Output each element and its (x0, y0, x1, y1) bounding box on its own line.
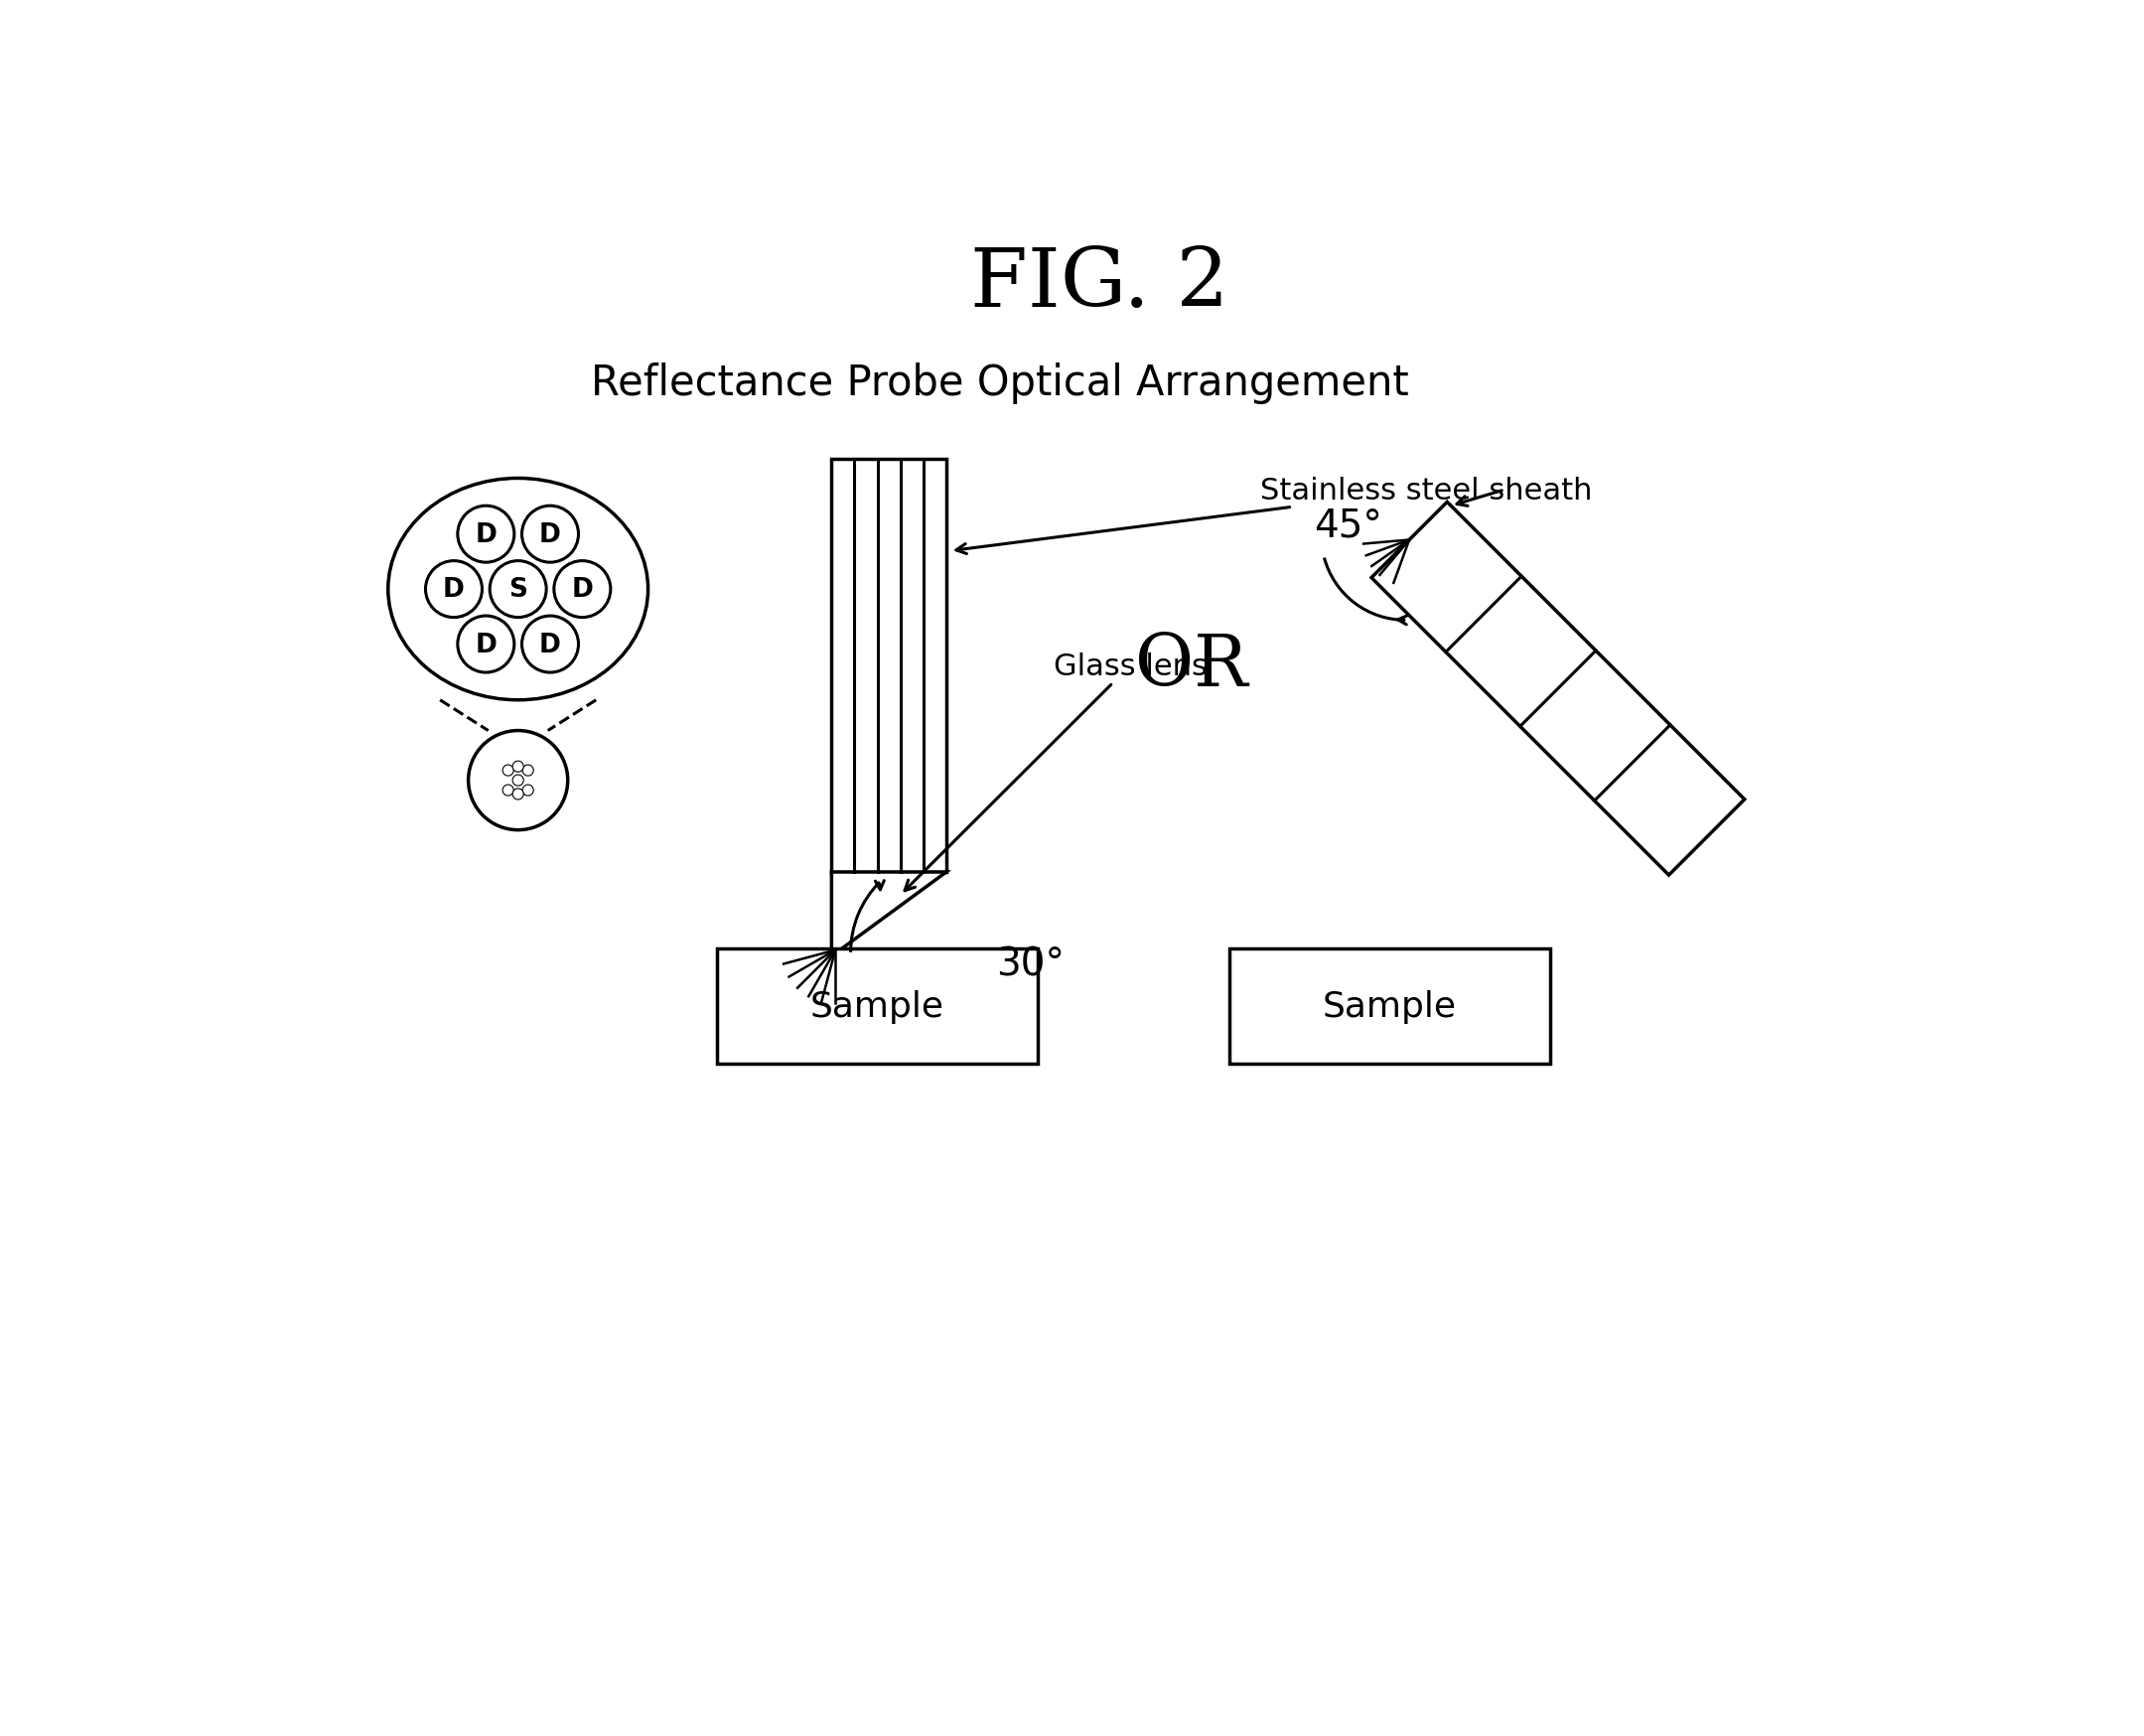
Circle shape (523, 766, 534, 776)
Text: D: D (476, 632, 497, 658)
Text: 45°: 45° (1314, 507, 1383, 543)
Text: D: D (444, 576, 465, 602)
Circle shape (512, 762, 523, 773)
Circle shape (512, 790, 523, 800)
Text: Stainless steel sheath: Stainless steel sheath (956, 476, 1593, 554)
Text: Sample: Sample (1323, 990, 1456, 1023)
Text: Glass lens: Glass lens (905, 651, 1207, 891)
Ellipse shape (388, 479, 647, 701)
Text: D: D (540, 632, 562, 658)
Text: OR: OR (1134, 632, 1248, 701)
Circle shape (502, 785, 515, 797)
Text: D: D (572, 576, 594, 602)
Bar (832, 460, 946, 873)
Text: Reflectance Probe Optical Arrangement: Reflectance Probe Optical Arrangement (592, 363, 1409, 404)
Circle shape (502, 766, 515, 776)
Circle shape (512, 776, 523, 786)
Polygon shape (1372, 503, 1745, 875)
Circle shape (467, 731, 568, 830)
Circle shape (425, 561, 482, 618)
Circle shape (457, 507, 515, 562)
Circle shape (523, 785, 534, 797)
Circle shape (521, 616, 579, 674)
Bar (1229, 950, 1550, 1064)
Bar (716, 950, 1038, 1064)
Circle shape (457, 616, 515, 674)
Polygon shape (832, 873, 946, 957)
Text: FIG. 2: FIG. 2 (969, 245, 1229, 323)
Text: D: D (476, 523, 497, 547)
Text: Sample: Sample (810, 990, 946, 1023)
Text: 30°: 30° (997, 946, 1063, 983)
Circle shape (553, 561, 611, 618)
Circle shape (521, 507, 579, 562)
Text: S: S (508, 576, 527, 602)
Circle shape (489, 561, 547, 618)
Text: D: D (540, 523, 562, 547)
